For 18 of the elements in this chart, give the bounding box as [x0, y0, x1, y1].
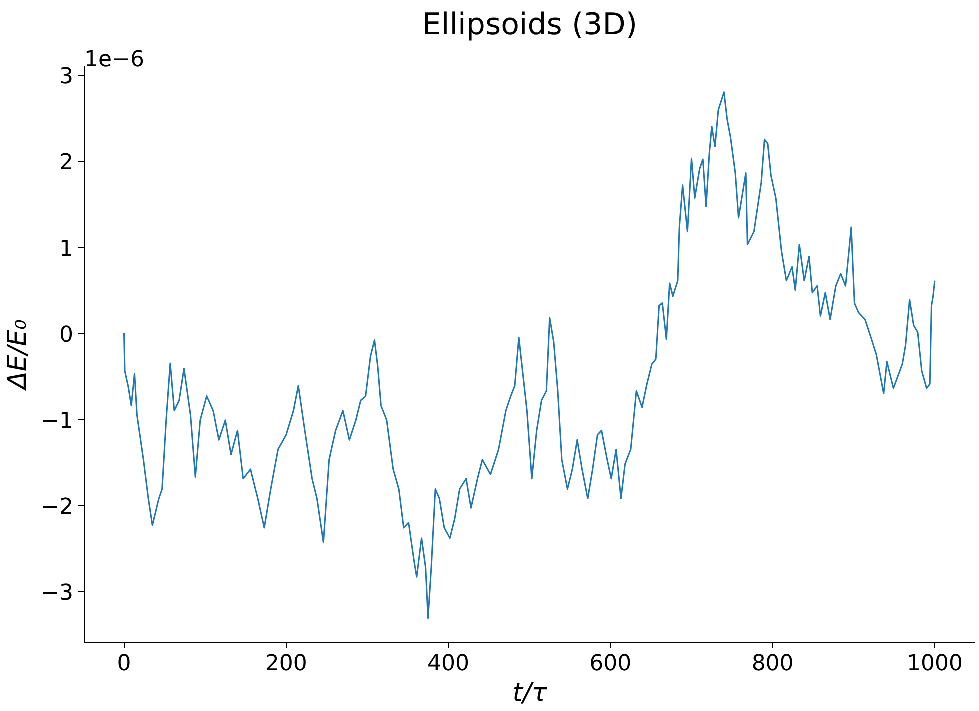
annotation: 1e−6 [84, 48, 144, 72]
x-tick-label: 800 [752, 652, 794, 676]
x-tick-label: 400 [428, 652, 470, 676]
chart-title: Ellipsoids (3D) [422, 8, 638, 42]
x-tick-label: 600 [590, 652, 632, 676]
x-tick-label: 0 [117, 652, 132, 676]
x-tick-label: 1000 [906, 652, 963, 676]
x-tick-label: 200 [265, 652, 308, 676]
y-tick-label: 2 [60, 150, 74, 176]
y-tick-label: −2 [41, 495, 74, 520]
y-tick-label: −3 [41, 581, 74, 606]
x-axis-title: t/τ [512, 678, 548, 708]
y-tick-label: −1 [41, 409, 74, 434]
y-axis-title: ΔE/E₀ [3, 319, 34, 392]
line-series [123, 92, 936, 620]
y-tick-label: 3 [60, 64, 74, 90]
y-tick-label: 0 [60, 322, 74, 348]
y-tick-label: 1 [60, 236, 74, 262]
